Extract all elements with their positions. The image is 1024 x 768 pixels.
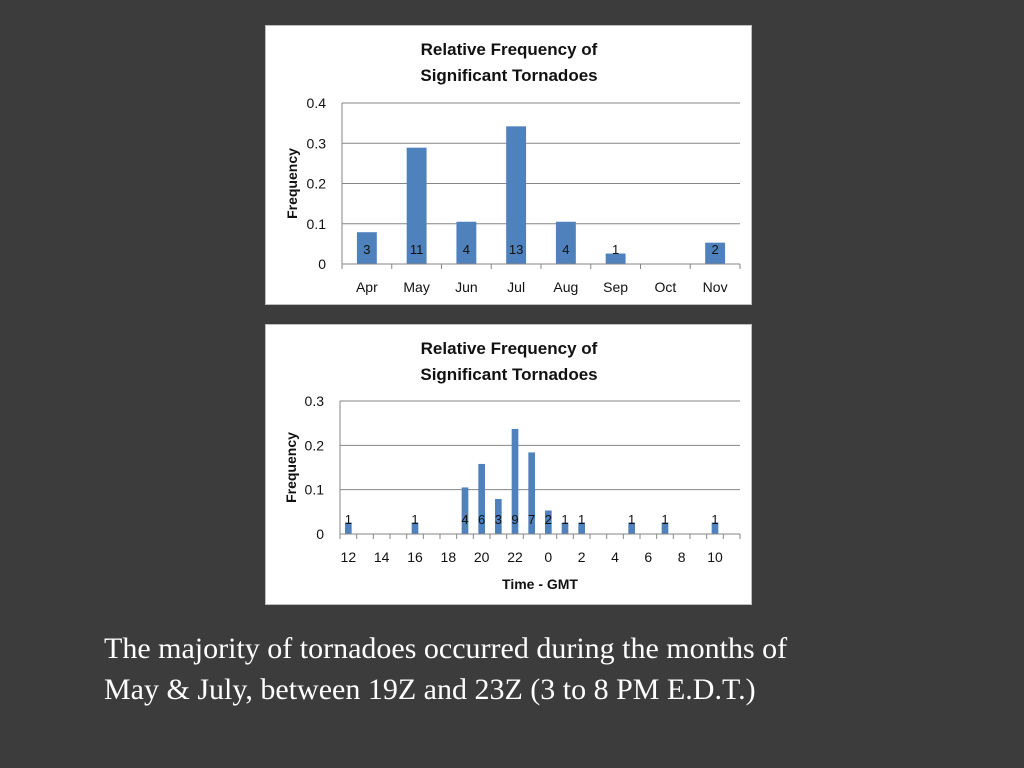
bar — [406, 147, 427, 264]
month-frequency-chart: Relative Frequency of Significant Tornado… — [284, 40, 741, 295]
bar — [511, 428, 519, 534]
bar — [711, 522, 719, 534]
data-label: 1 — [345, 512, 352, 527]
data-label: 4 — [463, 242, 470, 257]
bar — [555, 221, 576, 264]
chart-title-line: Significant Tornadoes — [420, 365, 597, 384]
y-tick-label: 0.3 — [307, 135, 327, 151]
x-tick-label: 16 — [407, 549, 423, 565]
data-label: 1 — [561, 512, 568, 527]
x-tick-label: 20 — [474, 549, 490, 565]
data-label: 7 — [528, 512, 535, 527]
x-tick-label: 8 — [678, 549, 686, 565]
y-tick-label: 0 — [316, 526, 324, 542]
data-label: 6 — [478, 512, 485, 527]
bar — [411, 522, 419, 534]
time-frequency-chart: Relative Frequency of Significant Tornado… — [283, 339, 741, 592]
bar — [545, 510, 552, 534]
y-axis-label: Frequency — [284, 148, 300, 219]
data-label: 1 — [628, 512, 635, 527]
x-tick-label: May — [403, 279, 429, 295]
bar — [578, 522, 585, 534]
x-tick-label: Nov — [703, 279, 728, 295]
data-label: 1 — [612, 242, 619, 257]
data-label: 1 — [411, 512, 418, 527]
data-label: 3 — [363, 242, 370, 257]
x-tick-label: Jul — [507, 279, 525, 295]
x-tick-label: 14 — [374, 549, 390, 565]
caption-line-2: May & July, between 19Z and 23Z (3 to 8 … — [104, 673, 756, 706]
data-label: 1 — [578, 512, 585, 527]
x-tick-label: 18 — [441, 549, 457, 565]
x-tick-label: 0 — [544, 549, 552, 565]
bar — [456, 221, 477, 264]
bar — [495, 498, 502, 534]
y-tick-label: 0 — [318, 256, 326, 272]
bar — [478, 463, 485, 534]
x-tick-label: 2 — [578, 549, 586, 565]
y-tick-label: 0.1 — [305, 482, 325, 498]
bar — [345, 522, 352, 534]
y-tick-label: 0.2 — [305, 437, 325, 453]
bar — [528, 452, 535, 534]
bar — [628, 522, 635, 534]
y-tick-label: 0.4 — [307, 95, 327, 111]
x-tick-label: Apr — [356, 279, 378, 295]
y-tick-label: 0.2 — [307, 176, 327, 192]
bar — [356, 232, 377, 264]
data-label: 3 — [495, 512, 502, 527]
bar — [561, 522, 569, 534]
time-chart-panel: Relative Frequency of Significant Tornado… — [265, 324, 752, 605]
x-tick-label: Jun — [455, 279, 478, 295]
data-label: 1 — [661, 512, 668, 527]
month-chart-panel: Relative Frequency of Significant Tornado… — [265, 25, 752, 305]
data-label: 2 — [712, 242, 719, 257]
x-tick-label: 4 — [611, 549, 619, 565]
data-label: 4 — [562, 242, 569, 257]
data-label: 4 — [461, 512, 468, 527]
x-tick-label: Aug — [553, 279, 578, 295]
data-label: 9 — [511, 512, 518, 527]
bar — [705, 242, 726, 264]
bar — [461, 487, 469, 534]
y-axis-label: Frequency — [283, 432, 299, 503]
x-tick-label: Sep — [603, 279, 628, 295]
bar — [506, 126, 527, 264]
bar — [605, 253, 626, 264]
data-label: 1 — [711, 512, 718, 527]
y-tick-label: 0.3 — [305, 393, 325, 409]
y-tick-label: 0.1 — [307, 216, 327, 232]
x-tick-label: Oct — [654, 279, 676, 295]
chart-title-line: Relative Frequency of — [421, 339, 598, 358]
chart-title-line: Relative Frequency of — [421, 40, 598, 59]
x-tick-label: 10 — [707, 549, 723, 565]
bar — [661, 522, 669, 534]
data-label: 13 — [509, 242, 523, 257]
chart-title-line: Significant Tornadoes — [420, 66, 597, 85]
x-tick-label: 22 — [507, 549, 523, 565]
caption-line-1: The majority of tornadoes occurred durin… — [104, 632, 788, 665]
data-label: 2 — [545, 512, 552, 527]
x-tick-label: 12 — [341, 549, 357, 565]
slide-caption: The majority of tornadoes occurred durin… — [104, 628, 984, 710]
x-tick-label: 6 — [644, 549, 652, 565]
data-label: 11 — [410, 242, 424, 257]
x-axis-label: Time - GMT — [502, 576, 578, 592]
